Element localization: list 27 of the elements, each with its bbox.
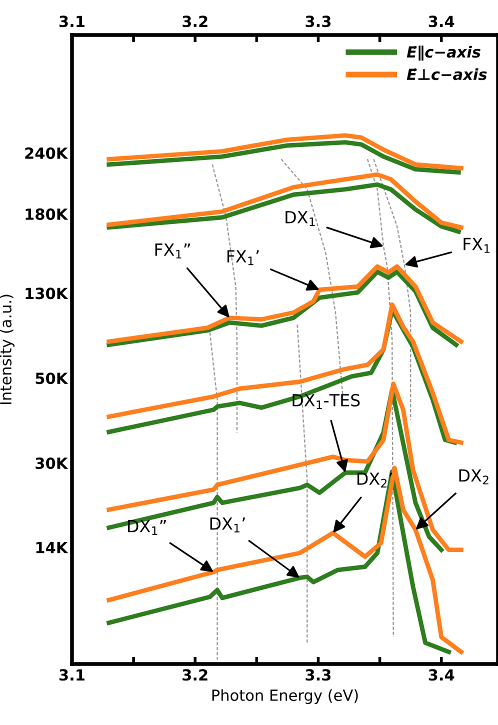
annotation: DX$_{1}$’ bbox=[210, 517, 245, 532]
x-axis-title: Photon Energy (eV) bbox=[212, 689, 358, 704]
text: 180K bbox=[26, 208, 68, 220]
x2-tick-label: 3.3 bbox=[306, 16, 331, 28]
x2-tick-label: 3.2 bbox=[182, 16, 208, 28]
annotation: FX$_{1}$” bbox=[155, 244, 190, 258]
x-tick-label: 3.4 bbox=[428, 669, 454, 681]
x2-tick-label: 3.1 bbox=[59, 16, 84, 28]
legend-label: E⃗⊥c−axis bbox=[406, 68, 487, 80]
text: 30K bbox=[36, 457, 68, 470]
annotation: DX$_{1}$-TES bbox=[292, 394, 360, 410]
x-tick-label: 3.1 bbox=[59, 669, 84, 681]
x-tick-label: 3.3 bbox=[306, 669, 331, 681]
annotation: FX$_{1}$ bbox=[464, 238, 490, 253]
text: 240K bbox=[25, 147, 68, 159]
text: 14K bbox=[36, 542, 68, 554]
annotation: DX$_{2}$’ bbox=[357, 472, 392, 488]
annotation: DX$_{1}$” bbox=[128, 520, 166, 535]
annotation: FX$_{1}$’ bbox=[227, 250, 259, 266]
x2-tick-label: 3.4 bbox=[428, 16, 454, 28]
annotation: DX$_{1}$ bbox=[286, 211, 315, 226]
text: 130K bbox=[26, 288, 68, 300]
annotation: DX$_{2}$ bbox=[459, 469, 488, 484]
y-axis-title: Intensity (a.u.) bbox=[0, 294, 14, 404]
legend-label: E⃗∥c−axis bbox=[406, 46, 480, 61]
text: 50K bbox=[36, 372, 68, 384]
x-tick-label: 3.2 bbox=[182, 669, 208, 681]
